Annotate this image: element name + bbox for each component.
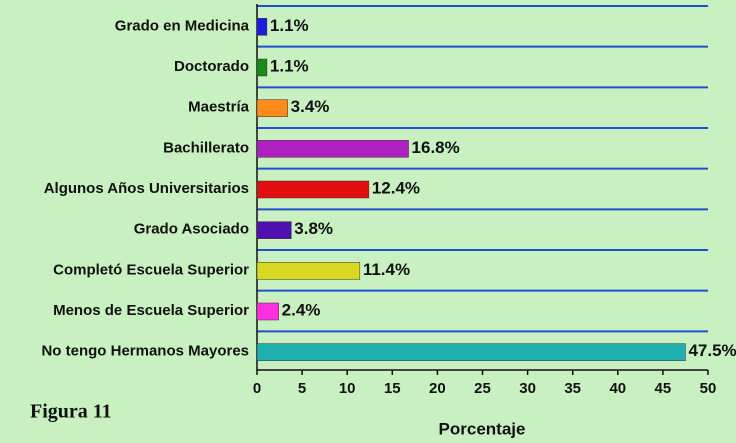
bar [256, 140, 409, 158]
data-label: 1.1% [270, 16, 309, 35]
x-tick-label: 40 [609, 380, 626, 397]
y-tick-label: No tengo Hermanos Mayores [41, 343, 249, 360]
data-label: 3.8% [294, 219, 333, 238]
data-label: 47.5% [688, 341, 736, 360]
y-tick-label: Menos de Escuela Superior [53, 302, 249, 319]
x-tick-label: 35 [564, 380, 581, 397]
bar [256, 343, 686, 361]
x-tick-label: 30 [519, 380, 536, 397]
data-label: 1.1% [270, 56, 309, 75]
bar [256, 221, 292, 239]
x-tick-label: 10 [339, 380, 356, 397]
bar [256, 262, 361, 280]
data-label: 11.4% [363, 260, 410, 279]
y-tick-label: Grado en Medicina [115, 17, 250, 34]
y-tick-label: Doctorado [174, 58, 249, 75]
bar [256, 99, 288, 117]
x-tick-label: 5 [298, 380, 306, 397]
y-tick-label: Algunos Años Universitarios [44, 180, 249, 197]
data-label: 3.4% [291, 97, 330, 116]
y-tick-label: Grado Asociado [134, 221, 249, 238]
x-tick-label: 0 [253, 380, 261, 397]
x-axis-label: Porcentaje [439, 419, 526, 438]
y-tick-label: Maestría [188, 99, 250, 116]
y-tick-label: Completó Escuela Superior [53, 261, 249, 278]
bar [256, 18, 268, 36]
x-tick-label: 50 [700, 380, 717, 397]
x-tick-label: 45 [655, 380, 672, 397]
bar [256, 302, 279, 321]
bar [256, 58, 268, 77]
data-label: 2.4% [282, 300, 321, 319]
annotation: Figura 11 [30, 401, 112, 423]
x-tick-label: 25 [474, 380, 491, 397]
y-tick-label: Bachillerato [163, 139, 249, 156]
bar [256, 180, 370, 199]
x-tick-label: 15 [384, 380, 401, 397]
data-label: 12.4% [372, 178, 420, 197]
data-label: 16.8% [412, 138, 460, 157]
x-tick-label: 20 [429, 380, 446, 397]
